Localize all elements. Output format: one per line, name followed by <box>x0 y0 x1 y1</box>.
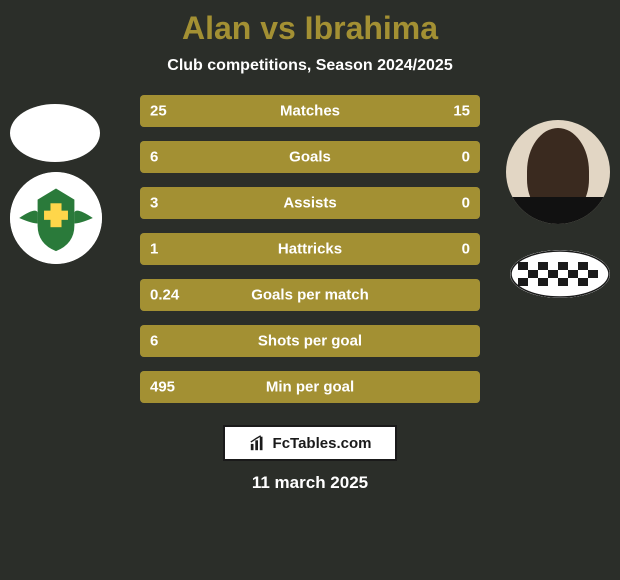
checker-oval-icon <box>510 250 610 298</box>
page-subtitle: Club competitions, Season 2024/2025 <box>0 57 620 75</box>
shield-wings-icon <box>10 172 102 264</box>
stat-row: 495 Min per goal <box>140 371 480 403</box>
player-left-avatar <box>10 104 100 162</box>
stat-value-left: 6 <box>150 333 158 350</box>
player-right-avatar <box>506 120 610 224</box>
stat-value-right: 0 <box>462 195 470 212</box>
stats-bars: 25 15 Matches 6 0 Goals 3 0 Assists 1 0 Hattricks 0.… <box>140 95 480 403</box>
stat-row: 3 0 Assists <box>140 187 480 219</box>
comparison-card: Alan vs Ibrahima Club competitions, Seas… <box>0 0 620 580</box>
stat-label: Min per goal <box>266 379 354 396</box>
stat-label: Goals <box>289 149 331 166</box>
stat-row: 25 15 Matches <box>140 95 480 127</box>
stat-value-left: 495 <box>150 379 175 396</box>
club-right-badge <box>510 250 610 298</box>
stat-value-right: 0 <box>462 149 470 166</box>
footer-date: 11 march 2025 <box>0 473 620 493</box>
stat-row: 0.24 Goals per match <box>140 279 480 311</box>
stat-row: 6 Shots per goal <box>140 325 480 357</box>
branding-text: FcTables.com <box>273 435 372 452</box>
stat-row: 1 0 Hattricks <box>140 233 480 265</box>
branding-badge[interactable]: FcTables.com <box>223 425 397 461</box>
stat-label: Shots per goal <box>258 333 362 350</box>
stat-value-left: 1 <box>150 241 158 258</box>
stat-value-right: 0 <box>462 241 470 258</box>
stat-label: Assists <box>283 195 336 212</box>
stat-label: Goals per match <box>251 287 369 304</box>
stat-label: Matches <box>280 103 340 120</box>
club-left-badge <box>10 172 102 264</box>
stat-label: Hattricks <box>278 241 342 258</box>
stat-value-left: 3 <box>150 195 158 212</box>
stat-row: 6 0 Goals <box>140 141 480 173</box>
page-title: Alan vs Ibrahima <box>0 10 620 47</box>
stat-value-left: 6 <box>150 149 158 166</box>
stat-value-right: 15 <box>453 103 470 120</box>
stat-value-left: 25 <box>150 103 167 120</box>
stat-value-left: 0.24 <box>150 287 179 304</box>
bars-logo-icon <box>249 434 267 452</box>
